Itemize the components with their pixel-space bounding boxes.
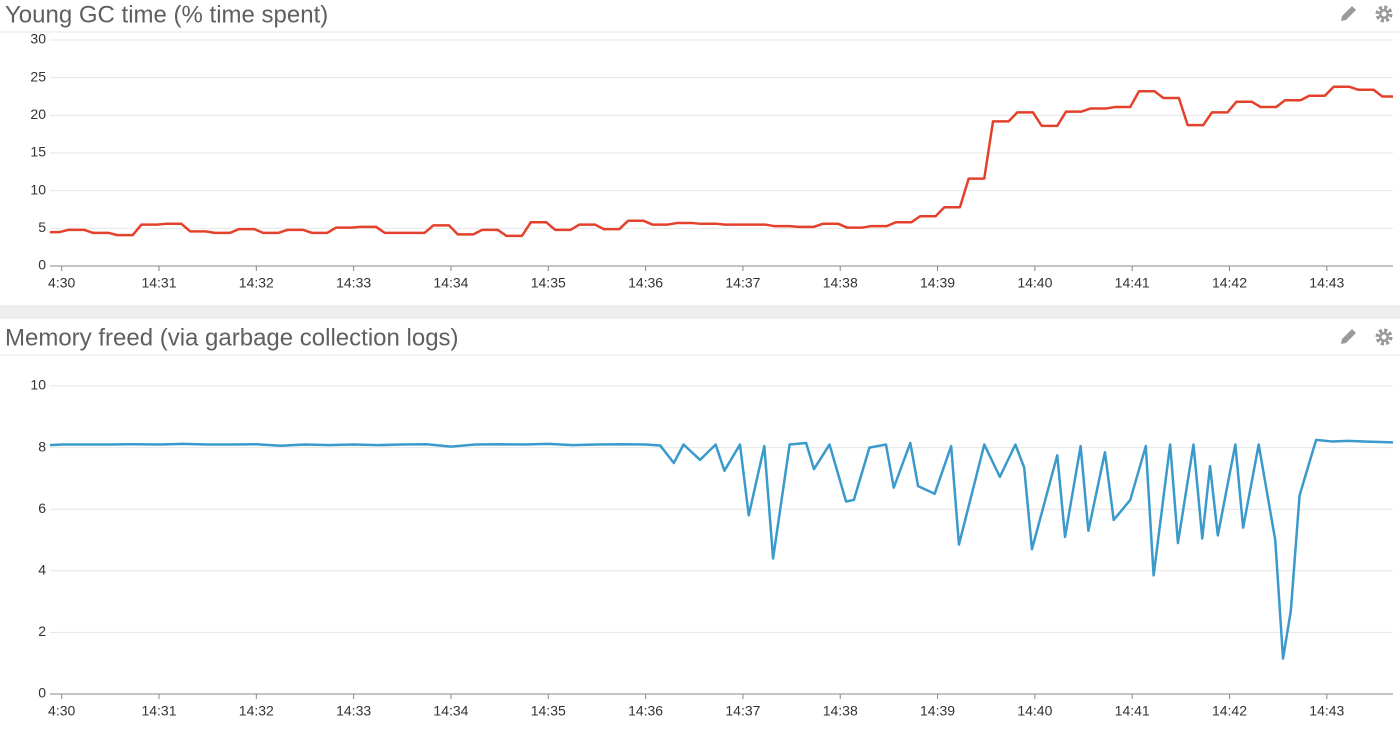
edit-icon[interactable] <box>1341 6 1356 21</box>
edit-icon[interactable] <box>1341 329 1356 344</box>
x-tick-label: 14:39 <box>920 275 955 291</box>
y-tick-label: 0 <box>38 257 46 273</box>
y-tick-label: 10 <box>30 377 46 393</box>
x-tick-label: 4:30 <box>48 703 75 719</box>
data-line <box>49 438 1394 660</box>
y-tick-label: 6 <box>38 500 46 516</box>
y-tick-label: 15 <box>30 144 46 160</box>
x-tick-label: 14:40 <box>1017 275 1052 291</box>
x-tick-label: 14:39 <box>920 703 955 719</box>
chart-title: Young GC time (% time spent) <box>5 1 328 28</box>
x-tick-label: 14:37 <box>725 275 760 291</box>
data-line <box>50 85 1393 238</box>
x-tick-label: 14:43 <box>1309 703 1344 719</box>
x-tick-label: 14:40 <box>1017 703 1052 719</box>
x-tick-label: 14:42 <box>1212 703 1247 719</box>
y-tick-label: 4 <box>38 562 46 578</box>
x-tick-label: 14:32 <box>239 703 274 719</box>
x-tick-label: 14:43 <box>1309 275 1344 291</box>
x-tick-label: 14:37 <box>725 703 760 719</box>
x-tick-label: 14:36 <box>628 275 663 291</box>
x-tick-label: 14:41 <box>1115 275 1150 291</box>
x-tick-label: 14:41 <box>1115 703 1150 719</box>
x-tick-label: 14:32 <box>239 275 274 291</box>
x-tick-label: 14:38 <box>823 275 858 291</box>
x-tick-label: 14:38 <box>823 703 858 719</box>
x-tick-label: 14:31 <box>141 703 176 719</box>
x-tick-label: 14:42 <box>1212 275 1247 291</box>
y-tick-label: 5 <box>38 219 46 235</box>
x-tick-label: 14:31 <box>141 275 176 291</box>
x-tick-label: 14:34 <box>433 703 468 719</box>
x-tick-label: 4:30 <box>48 275 75 291</box>
y-tick-label: 20 <box>30 106 46 122</box>
x-tick-label: 14:34 <box>433 275 468 291</box>
y-tick-label: 30 <box>30 31 46 47</box>
settings-icon[interactable] <box>1375 5 1393 23</box>
y-tick-label: 10 <box>30 181 46 197</box>
x-tick-label: 14:33 <box>336 703 371 719</box>
settings-icon[interactable] <box>1375 328 1393 346</box>
panel-separator <box>0 306 1400 318</box>
y-tick-label: 8 <box>38 438 46 454</box>
y-tick-label: 2 <box>38 623 46 639</box>
y-tick-label: 0 <box>38 685 46 701</box>
x-tick-label: 14:36 <box>628 703 663 719</box>
x-tick-label: 14:35 <box>531 275 566 291</box>
chart-title: Memory freed (via garbage collection log… <box>5 324 459 351</box>
x-tick-label: 14:33 <box>336 275 371 291</box>
y-tick-label: 25 <box>30 68 46 84</box>
x-tick-label: 14:35 <box>531 703 566 719</box>
